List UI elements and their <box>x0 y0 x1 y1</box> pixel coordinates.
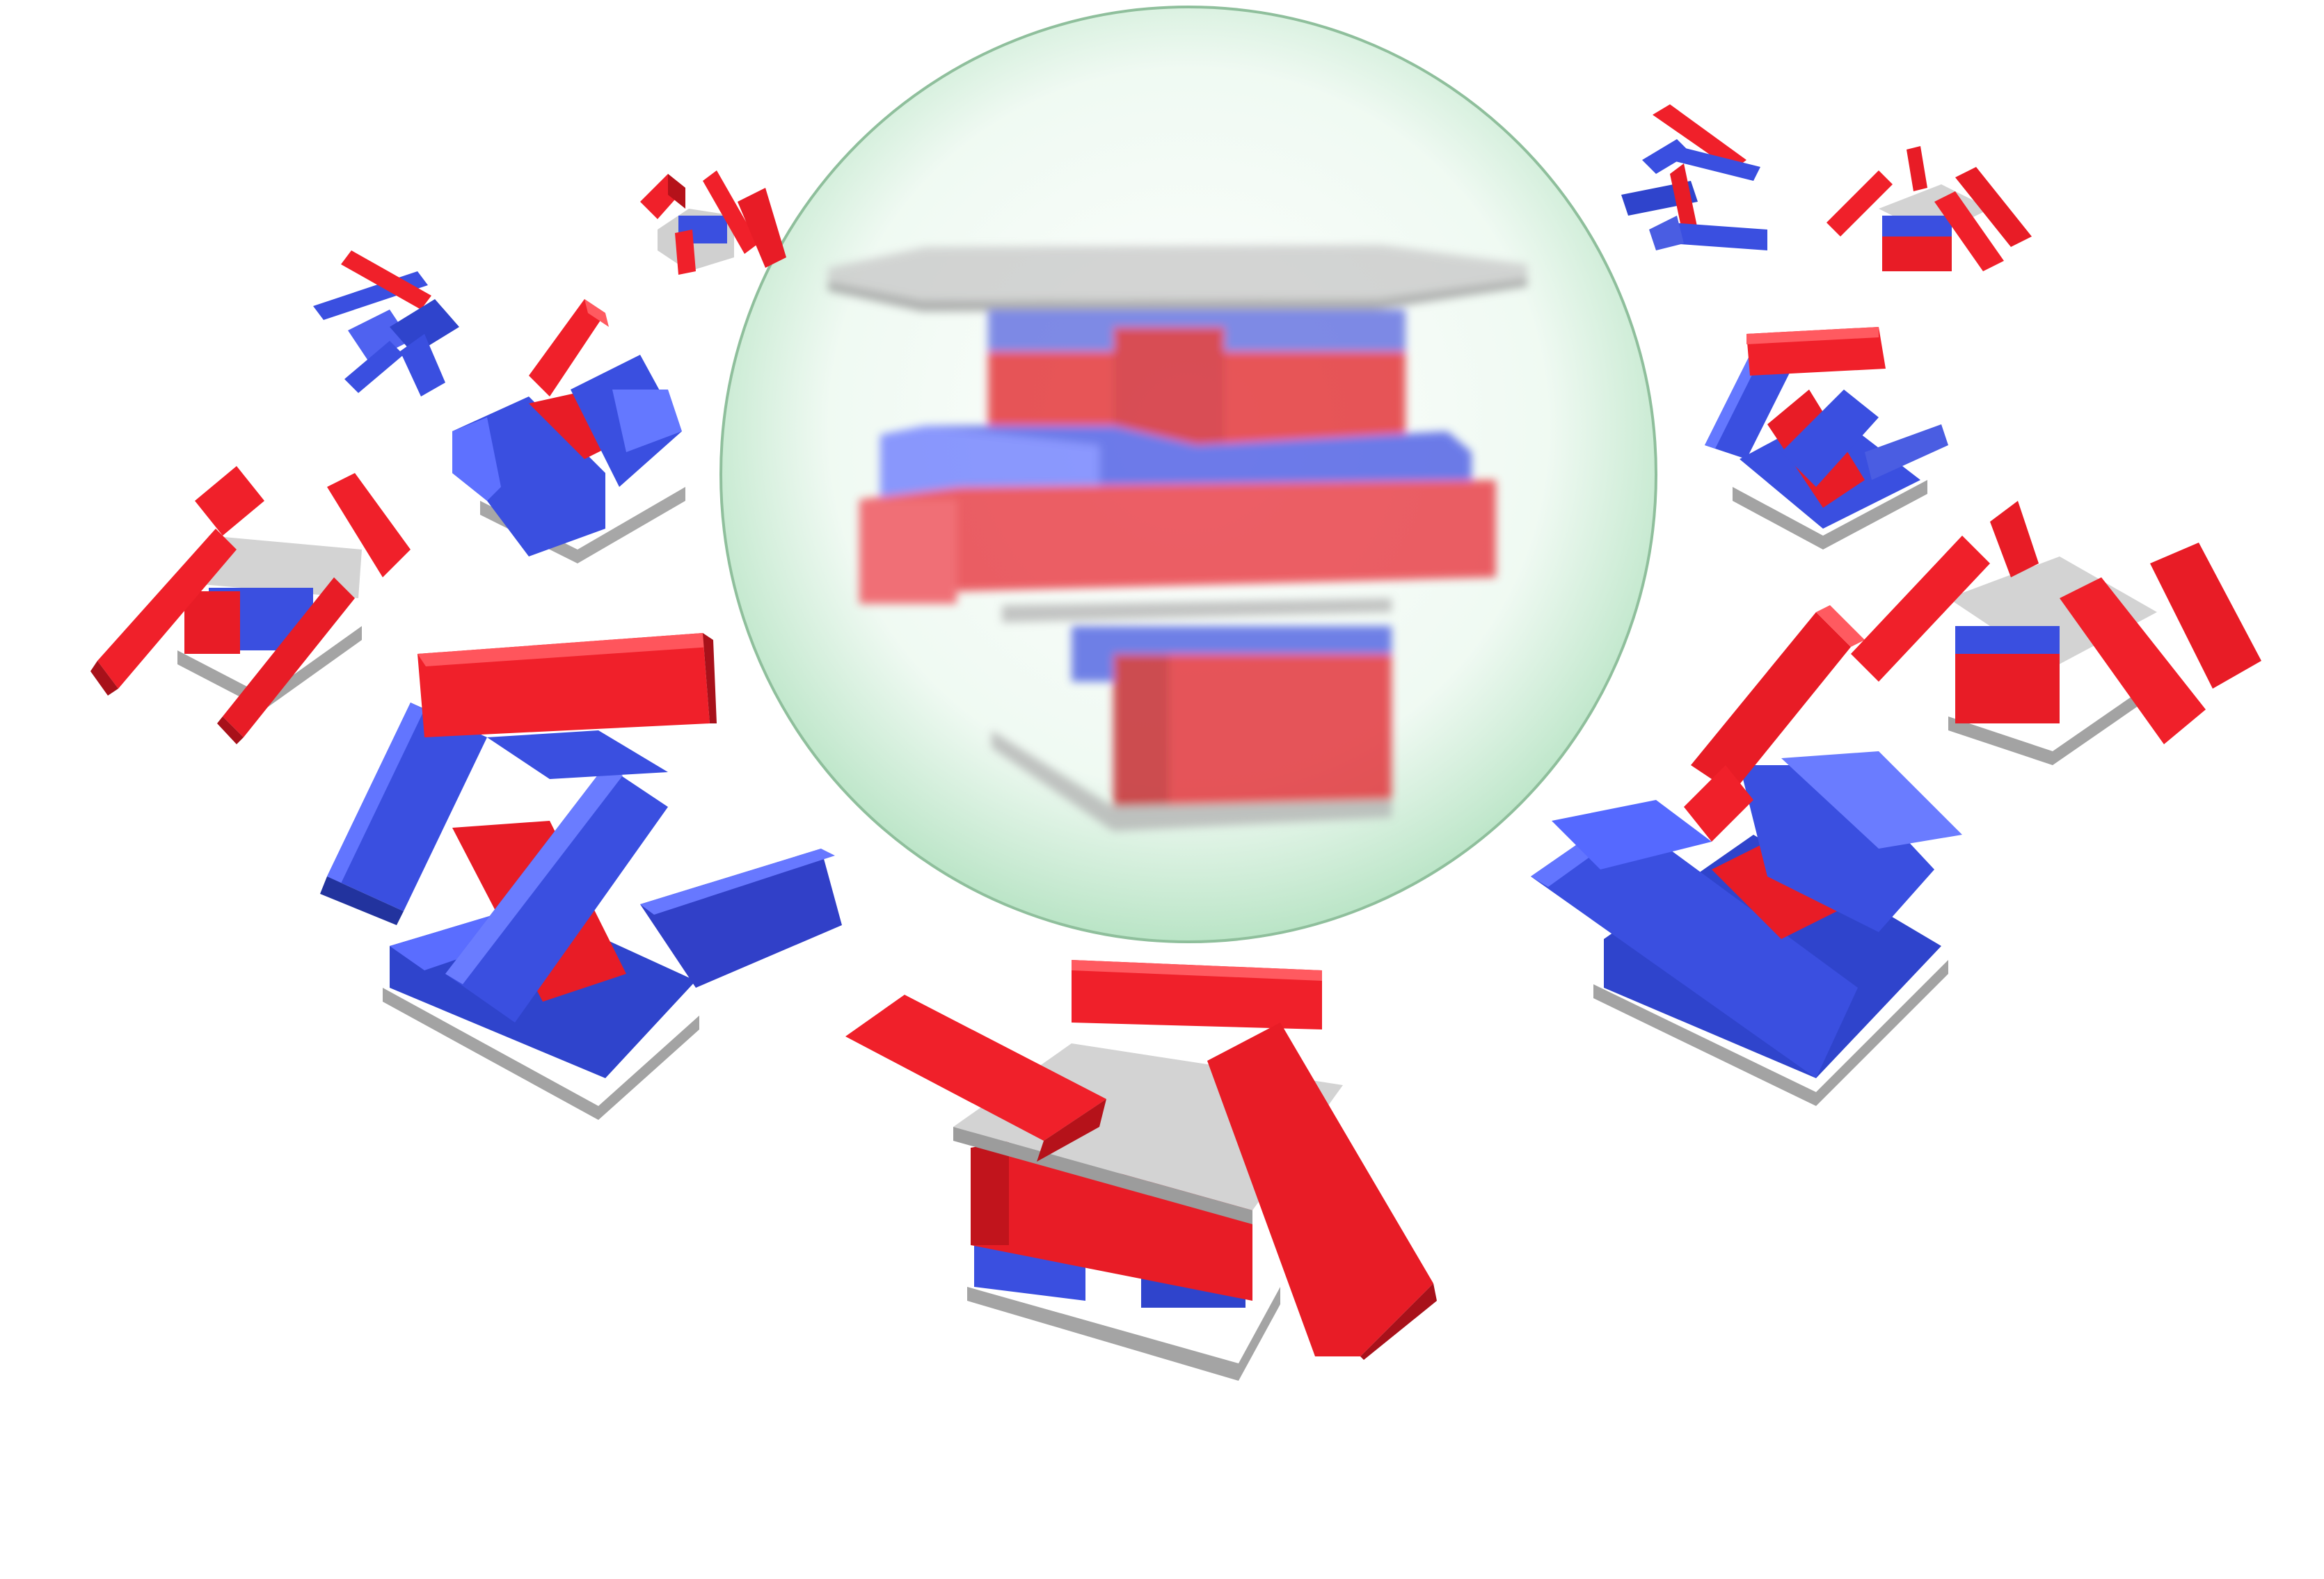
block-cluster-top-right-small <box>1826 146 2032 271</box>
block-cluster-top-right-tiny <box>1621 104 1767 250</box>
block-cluster-lower-left-large <box>320 633 842 1120</box>
block-cluster-left <box>90 466 411 744</box>
blurred-stacked-block-assembly <box>828 245 1527 831</box>
block-cluster-lower-right-large <box>1531 605 1962 1106</box>
block-cluster-top-left-tiny <box>313 250 459 396</box>
block-cluster-upper-left <box>452 299 685 563</box>
block-cluster-right <box>1851 501 2261 765</box>
block-cluster-top-left-small <box>640 170 786 275</box>
block-cluster-upper-right <box>1705 327 1948 550</box>
block-cluster-bottom-center <box>845 960 1437 1381</box>
